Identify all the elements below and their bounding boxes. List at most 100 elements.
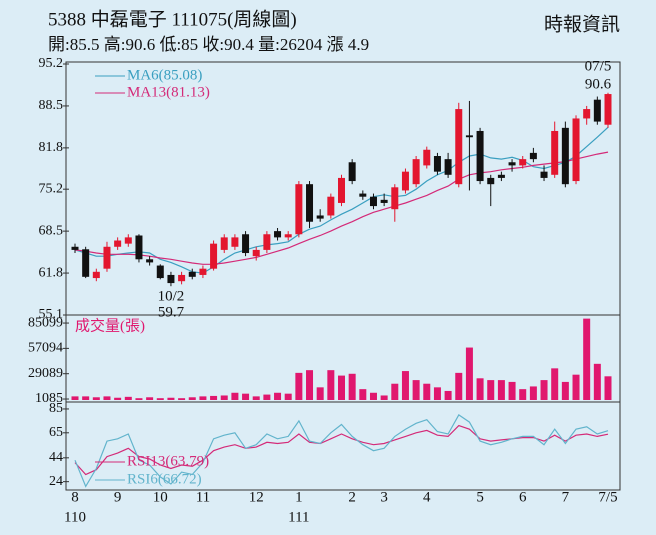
x-tick-label: 8 bbox=[71, 489, 79, 505]
candle-body bbox=[274, 231, 282, 238]
candle-body bbox=[156, 265, 164, 279]
candle-body bbox=[487, 177, 495, 185]
volume-bar bbox=[540, 380, 548, 400]
volume-bar bbox=[561, 381, 569, 400]
x-tick-label: 3 bbox=[380, 489, 388, 505]
volume-bar bbox=[327, 370, 335, 400]
candle-body bbox=[572, 118, 580, 182]
x-tick-label: 7 bbox=[562, 489, 570, 505]
candle-body bbox=[433, 156, 441, 172]
volume-bar bbox=[604, 376, 612, 400]
x-tick-label: 2 bbox=[348, 489, 356, 505]
x-sub-label: 111 bbox=[288, 509, 309, 525]
volume-bar bbox=[508, 381, 516, 400]
volume-bar bbox=[82, 396, 90, 400]
candle-body bbox=[348, 162, 356, 182]
y-tick-label: 65 bbox=[49, 425, 63, 440]
candle-body bbox=[124, 237, 132, 244]
candle-body bbox=[338, 177, 345, 203]
volume-bar bbox=[391, 383, 399, 400]
x-tick-label: 7/5 bbox=[598, 489, 617, 505]
volume-bar bbox=[497, 380, 505, 400]
volume-bar bbox=[114, 397, 122, 400]
volume-bar bbox=[455, 372, 463, 400]
volume-bar bbox=[380, 395, 388, 400]
volume-bar bbox=[231, 392, 239, 400]
legend-label: RSI6(66.72) bbox=[127, 471, 202, 487]
volume-bar bbox=[178, 398, 186, 400]
volume-bar bbox=[348, 373, 356, 400]
volume-bar bbox=[295, 372, 303, 400]
candle-body bbox=[220, 237, 228, 250]
candle-body bbox=[327, 196, 335, 216]
candle-body bbox=[369, 196, 377, 207]
volume-bar bbox=[401, 371, 409, 400]
volume-bar bbox=[338, 375, 345, 400]
volume-bar bbox=[465, 347, 473, 400]
candle-body bbox=[135, 235, 143, 260]
y-tick-label: 61.8 bbox=[39, 265, 64, 280]
volume-bar bbox=[167, 397, 175, 400]
candle-body bbox=[476, 130, 484, 182]
candle-body bbox=[401, 171, 409, 191]
candle-body bbox=[497, 174, 505, 178]
volume-bar bbox=[284, 393, 292, 400]
volume-bar bbox=[210, 395, 218, 400]
candle-body bbox=[295, 184, 303, 235]
x-tick-label: 6 bbox=[519, 489, 527, 505]
candle-body bbox=[593, 99, 601, 122]
rsi-line bbox=[74, 414, 609, 488]
candle-body bbox=[306, 184, 314, 222]
candle-body bbox=[92, 271, 100, 279]
candle-body bbox=[263, 234, 271, 250]
volume-bar bbox=[92, 397, 100, 400]
volume-bar bbox=[274, 392, 282, 400]
candle-body bbox=[167, 274, 175, 284]
y-tick-label: 68.5 bbox=[39, 223, 64, 238]
rsi-line bbox=[74, 424, 609, 476]
volume-bar bbox=[199, 396, 207, 400]
candle-body bbox=[71, 246, 79, 250]
candle-body bbox=[199, 268, 207, 275]
ma-line bbox=[74, 151, 609, 265]
chart-title: 5388 中磊電子 111075(周線圖) bbox=[48, 8, 297, 30]
candle-body bbox=[359, 193, 367, 197]
candle-body bbox=[146, 259, 154, 263]
candle-body bbox=[210, 243, 218, 269]
volume-bar bbox=[252, 396, 260, 400]
candle-body bbox=[423, 149, 431, 166]
volume-bar bbox=[487, 380, 495, 400]
y-tick-label: 24 bbox=[49, 474, 63, 489]
candle-body bbox=[284, 234, 292, 238]
legend-label: MA13(81.13) bbox=[127, 84, 210, 100]
candle-body bbox=[540, 171, 548, 178]
volume-bar bbox=[359, 389, 367, 400]
annotation: 07/5 bbox=[585, 58, 612, 74]
y-tick-label: 85 bbox=[49, 401, 63, 416]
volume-bar bbox=[551, 368, 559, 400]
y-tick-label: 1085 bbox=[35, 391, 63, 406]
volume-bar bbox=[519, 389, 527, 400]
candle-body bbox=[391, 187, 399, 210]
candle-body bbox=[561, 127, 569, 185]
y-tick-label: 85099 bbox=[28, 315, 63, 330]
annotation: 90.6 bbox=[585, 76, 612, 92]
plot-frame bbox=[65, 61, 621, 491]
source: 時報資訊 bbox=[544, 13, 620, 35]
volume-bar bbox=[529, 386, 537, 400]
candle-body bbox=[242, 234, 250, 254]
y-tick-label: 81.8 bbox=[39, 140, 64, 155]
volume-bar bbox=[412, 380, 420, 400]
volume-bar bbox=[135, 398, 143, 400]
volume-bar bbox=[188, 397, 196, 400]
candle-body bbox=[380, 199, 388, 203]
volume-bar bbox=[146, 397, 154, 400]
legend-label: MA6(85.08) bbox=[127, 67, 202, 83]
volume-bar bbox=[423, 383, 431, 400]
candle-body bbox=[178, 274, 186, 282]
y-tick-label: 29089 bbox=[28, 366, 63, 381]
volume-bar bbox=[476, 378, 484, 400]
x-tick-label: 11 bbox=[196, 489, 210, 505]
volume-bar bbox=[242, 393, 250, 400]
